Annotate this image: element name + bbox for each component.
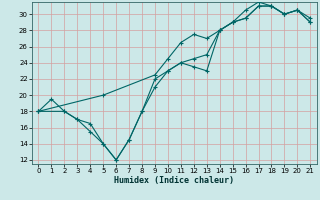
X-axis label: Humidex (Indice chaleur): Humidex (Indice chaleur): [115, 176, 234, 185]
